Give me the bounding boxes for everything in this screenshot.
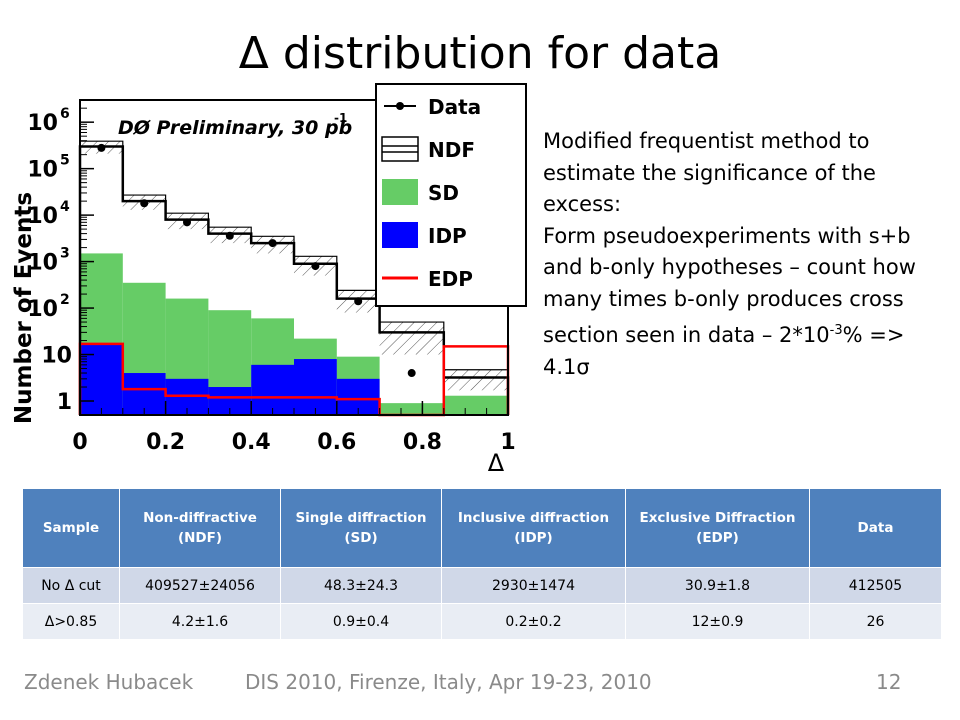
x-tick-label: 0.8 bbox=[403, 430, 442, 455]
event-yield-table: Sample Non-diffractive (NDF) Single diff… bbox=[22, 488, 942, 640]
header-sample: Sample bbox=[22, 488, 120, 568]
table-row: Δ>0.85 4.2±1.6 0.9±0.4 0.2±0.2 12±0.9 26 bbox=[22, 603, 942, 640]
ndf-upper-line bbox=[79, 140, 509, 415]
legend-ndf-swatch bbox=[381, 136, 419, 162]
data-point bbox=[268, 239, 277, 248]
data-point bbox=[311, 262, 320, 271]
y-tick-exponent: 6 bbox=[60, 106, 70, 122]
table-cell: 0.2±0.2 bbox=[441, 603, 626, 640]
page-number: 12 bbox=[876, 670, 902, 694]
table-cell: 26 bbox=[809, 603, 942, 640]
ndf-uncertainty-band bbox=[379, 322, 444, 355]
idp-bar bbox=[251, 364, 294, 415]
data-point bbox=[140, 199, 149, 208]
table-cell: 4.2±1.6 bbox=[119, 603, 281, 640]
data-point bbox=[183, 218, 191, 227]
chart-annotation: DØ Preliminary, 30 pb bbox=[118, 117, 352, 139]
y-tick-label: 10 bbox=[27, 111, 58, 136]
y-tick-exponent: 4 bbox=[60, 199, 70, 215]
method-description: Modified frequentist method to estimate … bbox=[543, 126, 953, 383]
header-ndf: Non-diffractive (NDF) bbox=[119, 488, 281, 568]
y-tick-exponent: 5 bbox=[60, 153, 70, 169]
header-edp: Exclusive Diffraction (EDP) bbox=[625, 488, 810, 568]
data-point bbox=[225, 231, 234, 240]
y-tick-exponent: 2 bbox=[60, 292, 70, 308]
legend-label: IDP bbox=[428, 224, 467, 248]
table-cell: 2930±1474 bbox=[441, 567, 626, 604]
footer: Zdenek Hubacek DIS 2010, Firenze, Italy,… bbox=[0, 670, 960, 704]
y-tick-label: 10 bbox=[27, 297, 58, 322]
x-tick-label: 0.6 bbox=[317, 430, 356, 455]
table-cell: 12±0.9 bbox=[625, 603, 810, 640]
sd-bar bbox=[443, 395, 508, 415]
chart-annotation-exponent: -1 bbox=[334, 111, 347, 125]
data-point bbox=[354, 297, 363, 306]
table-cell: 30.9±1.8 bbox=[625, 567, 810, 604]
x-tick-label: 0.2 bbox=[146, 430, 185, 455]
y-tick-label: 10 bbox=[27, 204, 58, 229]
table-cell: Δ>0.85 bbox=[22, 603, 120, 640]
ndf-uncertainty-band bbox=[443, 369, 508, 391]
method-paragraph-2-result: % => 4.1σ bbox=[543, 323, 905, 379]
legend-label: EDP bbox=[428, 267, 473, 291]
y-tick-label: 10 bbox=[27, 158, 58, 183]
table-cell: 412505 bbox=[809, 567, 942, 604]
sd-bar bbox=[379, 403, 444, 415]
table-row: No Δ cut 409527±24056 48.3±24.3 2930±147… bbox=[22, 567, 942, 604]
x-tick-label: 0 bbox=[72, 430, 87, 455]
data-point bbox=[407, 369, 416, 378]
legend-data-marker bbox=[396, 102, 404, 110]
footer-author: Zdenek Hubacek bbox=[24, 670, 194, 694]
legend-label: SD bbox=[428, 181, 459, 205]
header-sd: Single diffraction (SD) bbox=[280, 488, 442, 568]
header-data: Data bbox=[809, 488, 942, 568]
table-cell: 48.3±24.3 bbox=[280, 567, 442, 604]
method-exponent: -3 bbox=[829, 323, 843, 338]
x-tick-label: 1 bbox=[500, 430, 515, 455]
idp-bar bbox=[80, 343, 123, 415]
table-header-row: Sample Non-diffractive (NDF) Single diff… bbox=[22, 488, 942, 568]
legend-idp-swatch bbox=[382, 222, 418, 248]
edp-line bbox=[78, 342, 510, 417]
slide-title: Δ distribution for data bbox=[238, 28, 722, 79]
method-paragraph-2: Form pseudoexperiments with s+b and b-on… bbox=[543, 221, 953, 384]
table-cell: 0.9±0.4 bbox=[280, 603, 442, 640]
method-paragraph-2-text: Form pseudoexperiments with s+b and b-on… bbox=[543, 223, 916, 348]
y-tick-label: 10 bbox=[41, 344, 72, 369]
table-cell: 409527±24056 bbox=[119, 567, 281, 604]
y-axis-label: Number of Events bbox=[11, 192, 37, 424]
y-tick-exponent: 3 bbox=[60, 246, 70, 262]
legend-label: NDF bbox=[428, 138, 475, 162]
header-idp: Inclusive diffraction (IDP) bbox=[441, 488, 626, 568]
legend-sd-swatch bbox=[382, 179, 418, 205]
x-axis-label: Δ bbox=[488, 449, 505, 477]
footer-conference: DIS 2010, Firenze, Italy, Apr 19-23, 201… bbox=[245, 670, 652, 694]
idp-bar bbox=[294, 359, 337, 415]
method-paragraph-1: Modified frequentist method to estimate … bbox=[543, 129, 876, 216]
table-cell: No Δ cut bbox=[22, 567, 120, 604]
y-tick-label: 10 bbox=[27, 251, 58, 276]
y-tick-label: 1 bbox=[57, 390, 72, 415]
legend-label: Data bbox=[428, 95, 481, 119]
data-point bbox=[97, 143, 106, 152]
x-tick-label: 0.4 bbox=[232, 430, 271, 455]
